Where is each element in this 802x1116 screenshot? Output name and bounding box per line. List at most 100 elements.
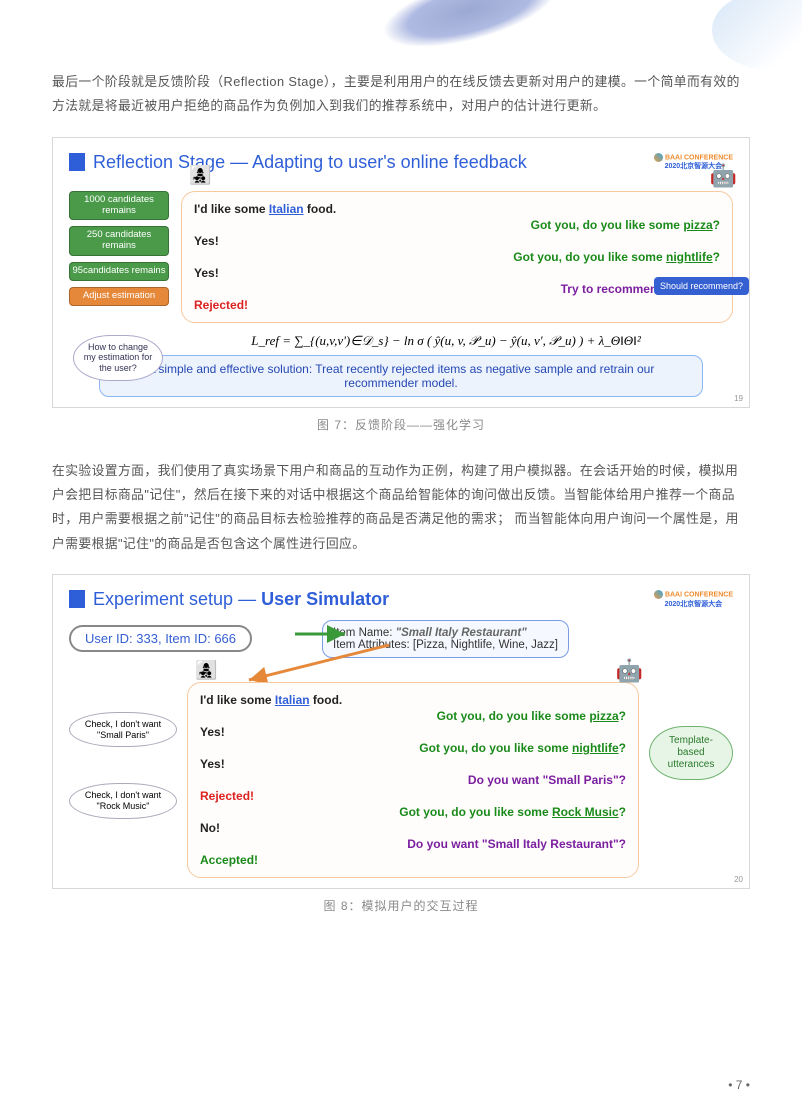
dlg7-u1-pre: I'd like some [194,202,269,216]
item-attr-row: Item Attributes: [Pizza, Nightlife, Wine… [333,639,558,651]
fig7-title-prefix: Reflection Stage — [93,152,248,172]
thought-bubble: How to change my estimation for the user… [73,335,163,381]
dlg8-u1: I'd like some Italian food. [200,693,626,707]
dlg8-u1-post: food. [310,693,343,707]
fig7-title-row: Reflection Stage — Adapting to user's on… [69,152,733,173]
solution-box: A simple and effective solution: Treat r… [99,355,703,397]
dlg8-s4: Got you, do you like some Rock Music? [200,805,626,819]
check-bubble-1: Check, I don't want "Small Paris" [69,712,177,748]
logo-line1: BAAI CONFERENCE [665,155,733,162]
dlg7-u1-post: food. [304,202,337,216]
fig7-title-rest: Adapting to user's online feedback [252,152,527,172]
title-marker-icon [69,590,85,608]
slide-page-20: 20 [734,875,743,884]
dlg7-s2: Got you, do you like some nightlife? [194,250,720,264]
candidate-badge-95: 95candidates remains [69,262,169,281]
decor-wave-right [712,0,802,70]
people-icon: 👩‍👧‍👦 [195,660,217,681]
fig8-title: Experiment setup — User Simulator [93,589,389,610]
dlg7-s2-link: nightlife [666,250,713,264]
fig8-dialog-box: I'd like some Italian food. Got you, do … [187,682,639,878]
check-bubble-2: Check, I don't want "Rock Music" [69,783,177,819]
dlg7-s2-pre: Got you, do you like some [513,250,666,264]
dlg8-s1-link: pizza [589,709,618,723]
fig8-title-row: Experiment setup — User Simulator BAAI C… [69,589,733,610]
dlg8-u1-pre: I'd like some [200,693,275,707]
figure-7-frame: Reflection Stage — Adapting to user's on… [52,137,750,408]
fig8-top-row: User ID: 333, Item ID: 666 Item Name: "S… [69,620,733,658]
robot-icon: 🤖 [710,163,737,189]
fig8-title-prefix: Experiment setup — [93,589,261,609]
logo-swirl-icon [654,590,663,599]
intro-paragraph: 最后一个阶段就是反馈阶段（Reflection Stage），主要是利用用户的在… [52,70,750,119]
dlg8-u1-link: Italian [275,693,310,707]
dlg8-u4: Rejected! [200,789,626,803]
fig8-check-col: Check, I don't want "Small Paris" Check,… [69,676,177,819]
fig7-formula: L_ref = ∑_{(u,v,v')∈𝒟_s} − ln σ ( ŷ(u, v… [69,333,733,349]
dlg7-s2-post: ? [713,250,720,264]
fig7-body: 1000 candidates remains 250 candidates r… [69,183,733,323]
fig8-main: Check, I don't want "Small Paris" Check,… [69,676,733,878]
people-icon: 👩‍👧‍👦 [189,165,211,186]
candidate-badge-1000: 1000 candidates remains [69,191,169,221]
dlg7-u2: Yes! [194,234,720,248]
dlg8-s2: Got you, do you like some nightlife? [200,741,626,755]
dlg8-u5: No! [200,821,626,835]
should-recommend-badge: Should recommend? [654,277,749,295]
title-marker-icon [69,153,85,171]
dlg8-s2-pre: Got you, do you like some [419,741,572,755]
dlg7-u1: I'd like some Italian food. [194,202,720,216]
logo-line1: BAAI CONFERENCE [665,592,733,599]
dlg7-u3: Yes! [194,266,720,280]
dlg8-s4-link: Rock Music [552,805,619,819]
logo-swirl-icon [654,153,663,162]
item-name-label: Item Name: [333,627,396,639]
dlg7-s1: Got you, do you like some pizza? [194,218,720,232]
mid-paragraph: 在实验设置方面，我们使用了真实场景下用户和商品的互动作为正例，构建了用户模拟器。… [52,459,750,556]
fig8-title-bold: User Simulator [261,589,389,609]
dlg7-s1-post: ? [713,218,720,232]
fig7-dialog-box: I'd like some Italian food. Got you, do … [181,191,733,323]
fig8-caption: 图 8：模拟用户的交互过程 [52,897,750,914]
dlg8-s1-post: ? [619,709,626,723]
dlg7-s1-link: pizza [683,218,712,232]
dlg7-u4: Rejected! [194,298,720,312]
dlg7-u1-link: Italian [269,202,304,216]
fig7-title: Reflection Stage — Adapting to user's on… [93,152,527,173]
baai-logo: BAAI CONFERENCE 2020北京智源大会 [654,590,733,608]
adjust-estimation-badge: Adjust estimation [69,287,169,306]
dlg8-u6: Accepted! [200,853,626,867]
fig7-candidates-col: 1000 candidates remains 250 candidates r… [69,183,169,323]
figure-8-frame: Experiment setup — User Simulator BAAI C… [52,574,750,889]
fig8-dialog-wrap: 👩‍👧‍👦 🤖 I'd like some Italian food. Got … [187,676,639,878]
dlg7-s1-pre: Got you, do you like some [531,218,684,232]
item-name-value: "Small Italy Restaurant" [396,627,527,639]
page-number: • 7 • [728,1078,750,1092]
dlg8-s2-link: nightlife [572,741,619,755]
dlg8-s4-pre: Got you, do you like some [399,805,552,819]
item-info-box: Item Name: "Small Italy Restaurant" Item… [322,620,569,658]
dlg8-s5: Do you want "Small Italy Restaurant"? [200,837,626,851]
user-item-id-badge: User ID: 333, Item ID: 666 [69,625,252,652]
page-number-value: 7 [736,1078,743,1092]
fig7-caption: 图 7：反馈阶段——强化学习 [52,416,750,433]
candidate-badge-250: 250 candidates remains [69,226,169,256]
dlg8-s4-post: ? [619,805,626,819]
dlg8-u3: Yes! [200,757,626,771]
item-attr-label: Item Attributes: [333,639,413,651]
page-content: 最后一个阶段就是反馈阶段（Reflection Stage），主要是利用用户的在… [52,70,750,914]
dlg8-s1: Got you, do you like some pizza? [200,709,626,723]
dlg7-s3: Try to recommend 10 items! [194,282,720,296]
dlg8-s1-pre: Got you, do you like some [437,709,590,723]
slide-page-19: 19 [734,394,743,403]
robot-icon: 🤖 [616,658,643,684]
dlg8-s3: Do you want "Small Paris"? [200,773,626,787]
dlg8-u2: Yes! [200,725,626,739]
template-utterances-bubble: Template-based utterances [649,726,733,780]
item-attr-value: [Pizza, Nightlife, Wine, Jazz] [413,639,558,651]
decor-wave-top [375,0,564,62]
dlg8-s2-post: ? [619,741,626,755]
logo-line2: 2020北京智源大会 [665,601,723,608]
item-name-row: Item Name: "Small Italy Restaurant" [333,627,558,639]
fig7-dialog-wrap: 👩‍👧‍👦 🤖 I'd like some Italian food. Got … [181,183,733,323]
